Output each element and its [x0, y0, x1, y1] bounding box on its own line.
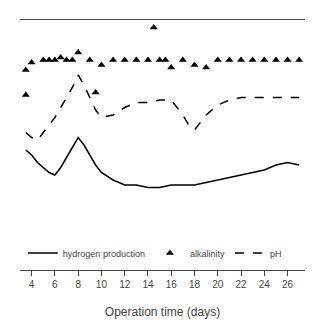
svg-text:6: 6: [52, 279, 58, 290]
svg-text:Operation time (days): Operation time (days): [105, 305, 220, 319]
svg-text:alkalinity: alkalinity: [190, 249, 225, 259]
svg-text:8: 8: [75, 279, 81, 290]
svg-text:12: 12: [119, 279, 131, 290]
svg-text:24: 24: [259, 279, 271, 290]
svg-text:26: 26: [282, 279, 294, 290]
svg-text:16: 16: [166, 279, 178, 290]
svg-text:hydrogen production: hydrogen production: [63, 249, 145, 259]
svg-text:18: 18: [189, 279, 201, 290]
svg-text:4: 4: [29, 279, 35, 290]
svg-text:10: 10: [96, 279, 108, 290]
svg-text:pH: pH: [270, 249, 282, 259]
svg-text:14: 14: [142, 279, 154, 290]
svg-text:22: 22: [235, 279, 247, 290]
svg-text:20: 20: [212, 279, 224, 290]
